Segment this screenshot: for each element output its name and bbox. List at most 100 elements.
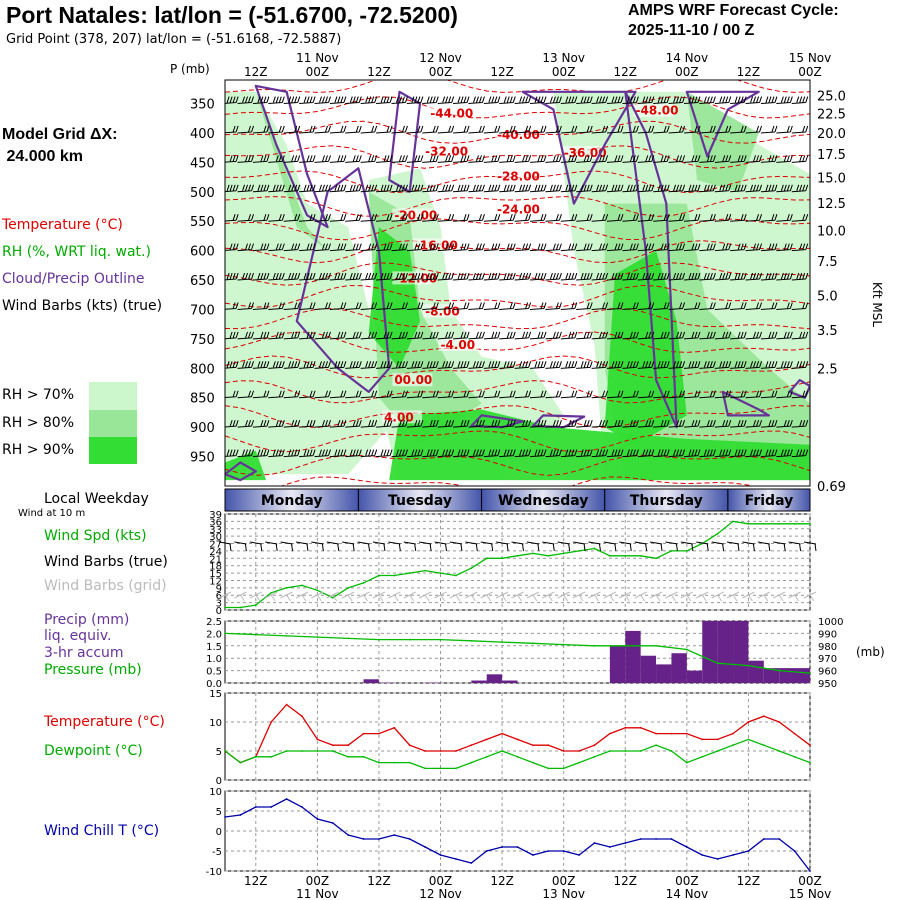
wind-barb-true [773,541,786,552]
pressure-line-point [531,642,534,645]
wind-barb [745,184,763,193]
wind-barb [714,331,732,340]
temperature-label-bg [423,144,464,158]
time-tick-label-top: 00Z [306,65,330,79]
wind-barb [453,243,470,252]
wind-barb [283,125,301,134]
wind-barb [668,214,686,222]
wind-barb [576,272,593,281]
time-tick-label-top: 12Z [244,65,268,79]
wind-barb [745,302,763,310]
wind-barb [606,214,624,222]
wind-barb [252,155,270,163]
wind-barb [283,361,301,369]
wind-barb [299,272,316,281]
wind-barb [283,449,301,458]
weekday-label: Friday [745,493,794,509]
wind-barb [483,361,501,369]
wind-speed-ytick-label: 9 [216,584,222,595]
temperature-line-point [747,721,750,723]
wind-barb [268,331,285,340]
wind-barb-grid [742,591,755,602]
wind-barb [329,420,347,428]
wind-barb [576,390,593,399]
wind-barb [529,243,547,252]
wind-barb [314,302,331,310]
temperature-contour [225,284,810,308]
wind-speed-line-point [408,572,411,574]
pressure-tick-label: 900 [190,421,215,436]
wind-barb [622,449,639,458]
wind-barb [637,449,655,458]
wind-barb [252,449,270,458]
wind-chill-line-point [655,838,657,840]
wind-barb [483,214,501,222]
wind-chill-line-point [516,846,519,848]
temperature-contour-label: -48.00 [636,104,679,118]
wind-barb [699,184,716,193]
wind-barb [683,214,701,222]
wind-chill-line-point [316,818,319,820]
wind-barb [329,390,347,399]
dewpoint-line-point [455,767,457,770]
wind-barb [730,302,747,310]
wind-barb [745,214,763,222]
wind-speed-line-point [485,557,488,560]
height-tick-label: 22.5 [817,108,846,123]
wind-barb [730,361,747,369]
precip-bar [686,670,703,683]
wind-barb [714,302,732,310]
temperature-contour [225,430,810,453]
wind-barb [483,96,501,105]
temperature-line-point [578,750,580,752]
wind-barb [791,272,809,281]
dewpoint-line-point [485,755,488,758]
wind-barb [406,243,424,252]
wind-barb [237,214,255,222]
wind-barb [653,420,670,428]
temperature-line-point [285,703,288,706]
wind-speed-line-point [316,589,319,592]
wind-barb [668,449,686,458]
wind-speed-line-point [270,591,273,594]
temperature-line-point [732,732,734,735]
wind-barb [622,125,639,134]
wind-barb [745,243,763,252]
wind-barb [299,449,316,458]
wind-barb-grid [572,591,586,602]
wind-barb [591,302,609,310]
date-label-bottom: 11 Nov [296,887,339,900]
temperature-frame [224,692,811,781]
wind-chill-line-point [347,834,350,836]
wind-barb [268,361,285,369]
wind-barb [560,272,578,281]
wind-barb [376,125,393,134]
wind-barb [406,420,424,428]
wind-barb [760,302,778,310]
wind-barb [514,125,532,134]
wind-barb-grid [634,591,647,602]
pressure-line-point [778,669,781,672]
wind-barb [776,125,793,134]
temperature-line-point [531,744,534,747]
wind-barb-grid [465,591,478,602]
wind-barb [622,420,639,428]
wind-barb [545,449,562,458]
wind-barb [714,96,732,105]
pressure-line-point [470,639,473,642]
wind-barb-true [280,541,294,552]
rh-legend-80-label: RH > 80% [2,415,75,431]
temperature-line-point [593,744,596,747]
wind-barb [225,420,239,428]
wind-barb [745,420,763,428]
wind-barb [268,96,285,105]
wind-barb [499,390,516,399]
wind-chill-ytick-label: 5 [216,807,222,818]
wind-barb-grid [388,591,401,602]
wind-speed-line-point [747,522,750,525]
time-tick-label-bottom: 12Z [737,874,761,888]
wind-barb [299,361,316,369]
dewpoint-line-point [578,761,580,764]
wind-barb [499,302,516,310]
